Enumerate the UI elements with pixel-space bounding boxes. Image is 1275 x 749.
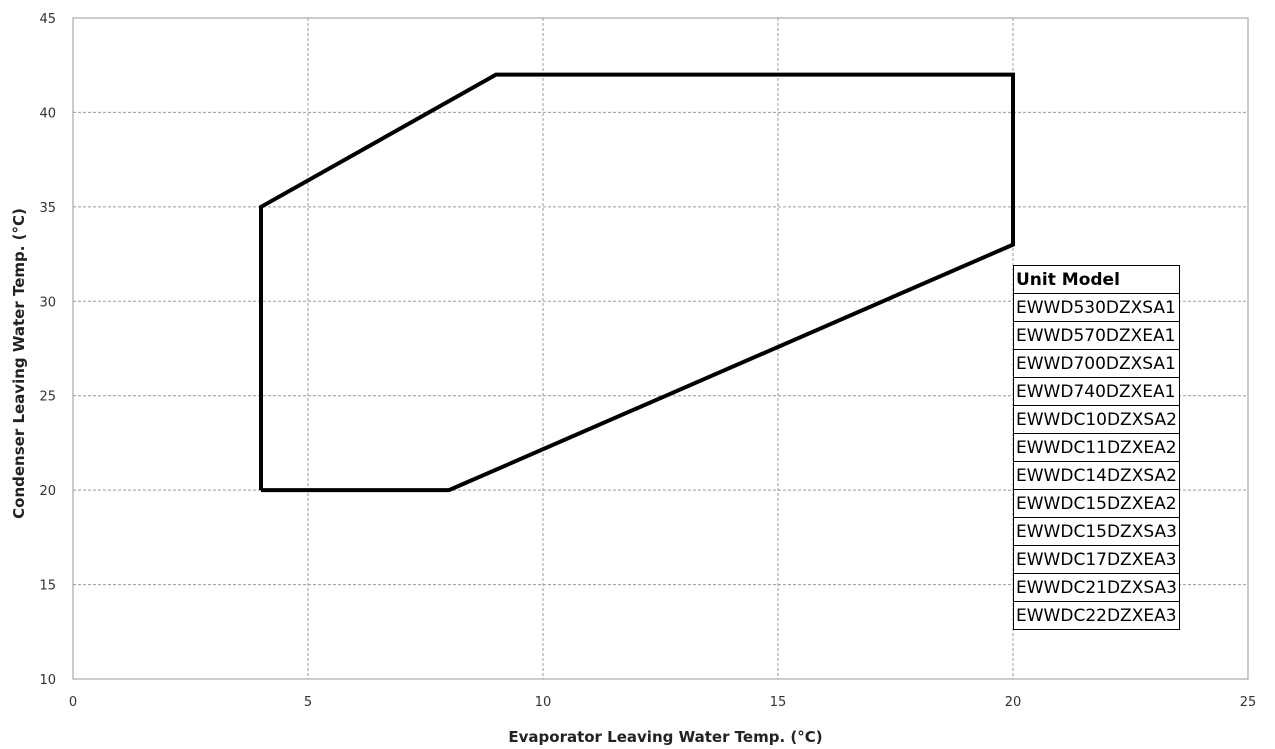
unit-model-cell: EWWD530DZXSA1	[1013, 293, 1180, 322]
x-axis-title: Evaporator Leaving Water Temp. (°C)	[508, 728, 822, 746]
unit-model-cell: EWWD740DZXEA1	[1013, 377, 1180, 406]
y-tick-label: 25	[39, 390, 56, 405]
envelope-line	[259, 72, 1015, 493]
x-tick-label: 5	[304, 695, 312, 710]
table-row: EWWDC15DZXSA3	[1013, 517, 1180, 546]
unit-model-cell: EWWDC21DZXSA3	[1013, 573, 1180, 602]
table-row: EWWD700DZXSA1	[1013, 349, 1180, 378]
table-header-unit-model: Unit Model	[1013, 265, 1180, 294]
table-row: EWWD570DZXEA1	[1013, 321, 1180, 350]
y-tick-label: 15	[39, 579, 56, 594]
y-tick-label: 30	[39, 295, 56, 310]
x-tick-label: 20	[1005, 695, 1022, 710]
unit-model-cell: EWWDC17DZXEA3	[1013, 545, 1180, 574]
unit-model-cell: EWWDC14DZXSA2	[1013, 461, 1180, 490]
table-row: EWWDC21DZXSA3	[1013, 573, 1180, 602]
y-axis-ticks: 10 15 20 25 30 35 40 45	[39, 12, 56, 688]
table-row: EWWD530DZXSA1	[1013, 293, 1180, 322]
table-header-row: Unit Model	[1013, 265, 1180, 294]
series-group	[259, 72, 1015, 493]
y-tick-label: 20	[39, 484, 56, 499]
table-row: EWWDC15DZXEA2	[1013, 489, 1180, 518]
table-row: EWWDC11DZXEA2	[1013, 433, 1180, 462]
unit-model-cell: EWWDC10DZXSA2	[1013, 405, 1180, 434]
y-tick-label: 10	[39, 673, 56, 688]
x-tick-label: 25	[1240, 695, 1257, 710]
table-row: EWWDC22DZXEA3	[1013, 601, 1180, 630]
unit-model-cell: EWWDC11DZXEA2	[1013, 433, 1180, 462]
unit-model-cell: EWWDC22DZXEA3	[1013, 601, 1180, 630]
unit-model-cell: EWWD570DZXEA1	[1013, 321, 1180, 350]
unit-model-cell: EWWDC15DZXEA2	[1013, 489, 1180, 518]
table-row: EWWD740DZXEA1	[1013, 377, 1180, 406]
x-tick-label: 15	[770, 695, 787, 710]
unit-model-table: Unit Model EWWD530DZXSA1 EWWD570DZXEA1 EWW…	[1013, 265, 1180, 630]
x-axis-ticks: 0 5 10 15 20 25	[69, 695, 1256, 710]
table-row: EWWDC10DZXSA2	[1013, 405, 1180, 434]
y-tick-label: 35	[39, 201, 56, 216]
unit-model-cell: EWWDC15DZXSA3	[1013, 517, 1180, 546]
table-row: EWWDC14DZXSA2	[1013, 461, 1180, 490]
x-tick-label: 10	[535, 695, 552, 710]
y-tick-label: 45	[39, 12, 56, 27]
table-row: EWWDC17DZXEA3	[1013, 545, 1180, 574]
plot-area-frame	[72, 17, 1249, 680]
y-tick-label: 40	[39, 106, 56, 121]
unit-model-list: EWWD530DZXSA1 EWWD570DZXEA1 EWWD700DZXSA1 E…	[1013, 293, 1180, 630]
x-tick-label: 0	[69, 695, 77, 710]
unit-model-cell: EWWD700DZXSA1	[1013, 349, 1180, 378]
y-axis-title: Condenser Leaving Water Temp. (°C)	[10, 208, 28, 519]
